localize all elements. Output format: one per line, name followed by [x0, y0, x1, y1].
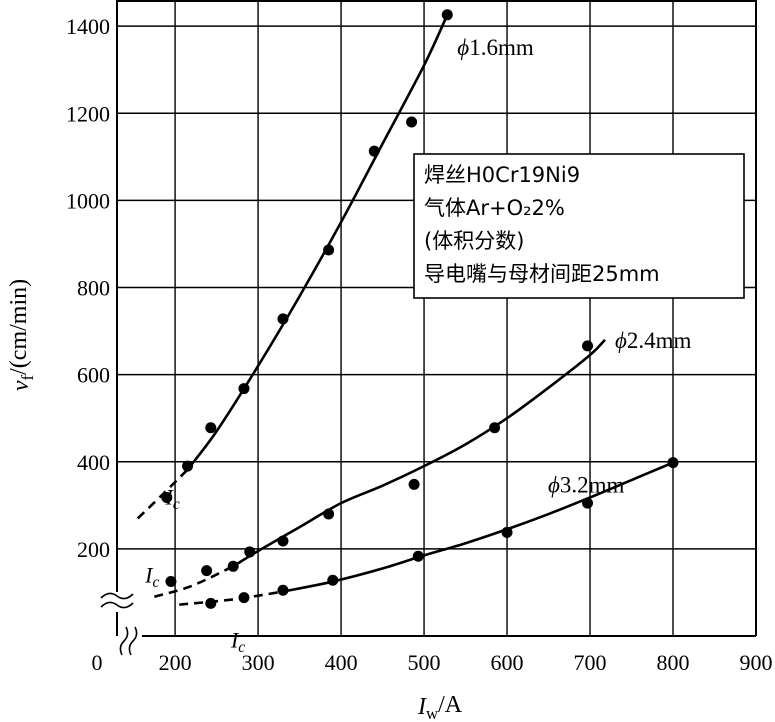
- annotation-box: 焊丝H0Cr19Ni9 气体Ar+O₂2% (体积分数) 导电嘴与母材间距25mm: [413, 153, 745, 299]
- data-point: [667, 457, 679, 469]
- y-tick-label: 600: [77, 363, 110, 388]
- series-line-extrapolation: [153, 565, 234, 599]
- x-axis-label: Iw/A: [417, 692, 463, 722]
- series-label: ϕ3.2mm: [548, 473, 625, 498]
- series-curves: [136, 14, 674, 606]
- x-tick-label: 400: [325, 650, 358, 675]
- series-label: ϕ1.6mm: [457, 35, 534, 60]
- data-point: [244, 546, 256, 558]
- data-point: [327, 574, 339, 586]
- critical-current-label: Ic: [144, 562, 159, 591]
- data-point: [323, 508, 335, 520]
- y-tick-label: 400: [77, 450, 110, 475]
- series-line-extrapolation: [179, 590, 284, 606]
- data-point: [165, 576, 177, 588]
- data-point: [323, 244, 335, 256]
- series-line: [186, 14, 449, 471]
- data-point: [205, 422, 217, 434]
- annotation-line: (体积分数): [424, 229, 524, 253]
- annotation-frame: [413, 153, 745, 299]
- y-axis-label: vf/(cm/min): [6, 279, 37, 391]
- data-point: [368, 145, 380, 157]
- y-tick-label: 200: [77, 537, 110, 562]
- data-point: [277, 584, 289, 596]
- data-point: [408, 478, 420, 490]
- critical-current-label: Ic: [230, 628, 245, 657]
- series-points: [161, 9, 679, 609]
- annotation-line: 导电嘴与母材间距25mm: [424, 262, 660, 286]
- series-line: [232, 338, 606, 568]
- x-tick-label: 900: [740, 650, 773, 675]
- y-tick-label: 1000: [66, 188, 110, 213]
- data-point: [441, 9, 453, 21]
- y-tick-label: 1200: [66, 101, 110, 126]
- data-point: [406, 116, 418, 128]
- data-point: [201, 565, 213, 577]
- data-point: [161, 491, 173, 503]
- x-axis-break-mark: [119, 626, 138, 656]
- data-point: [412, 550, 424, 562]
- annotation-line: 焊丝H0Cr19Ni9: [424, 163, 580, 187]
- series-labels: ϕ1.6mm Ic ϕ2.4mm Ic ϕ3.2mm Ic: [144, 35, 691, 656]
- x-tick-label: 200: [159, 650, 192, 675]
- data-point: [205, 597, 217, 609]
- data-point: [501, 526, 513, 538]
- x-tick-label: 300: [242, 650, 275, 675]
- y-tick-label: 1400: [66, 14, 110, 39]
- x-tick-label: 700: [574, 650, 607, 675]
- series-label: ϕ2.4mm: [615, 328, 692, 353]
- critical-current-label: Ic: [165, 485, 180, 514]
- data-point: [277, 535, 289, 547]
- data-point: [489, 422, 501, 434]
- annotation-line: 气体Ar+O₂2%: [424, 196, 565, 220]
- data-point: [238, 383, 250, 395]
- y-tick-label: 800: [77, 276, 110, 301]
- axis-titles: Iw/A vf/(cm/min): [6, 279, 463, 722]
- series-line: [282, 461, 674, 593]
- x-tick-label: 500: [408, 650, 441, 675]
- data-point: [182, 460, 194, 472]
- data-point: [582, 497, 594, 509]
- data-point: [227, 560, 239, 572]
- x-tick-label: 800: [657, 650, 690, 675]
- y-axis-break-mark: [100, 592, 134, 609]
- data-point: [582, 340, 594, 352]
- plot-frame: [100, 0, 757, 656]
- data-point: [277, 313, 289, 325]
- grid: [117, 0, 757, 636]
- tick-labels: 200 300 400 500 600 700 800 900 200 400 600 800 1000…: [66, 14, 773, 675]
- x-tick-label: 600: [491, 650, 524, 675]
- data-point: [238, 592, 250, 604]
- origin-label: 0: [92, 650, 103, 675]
